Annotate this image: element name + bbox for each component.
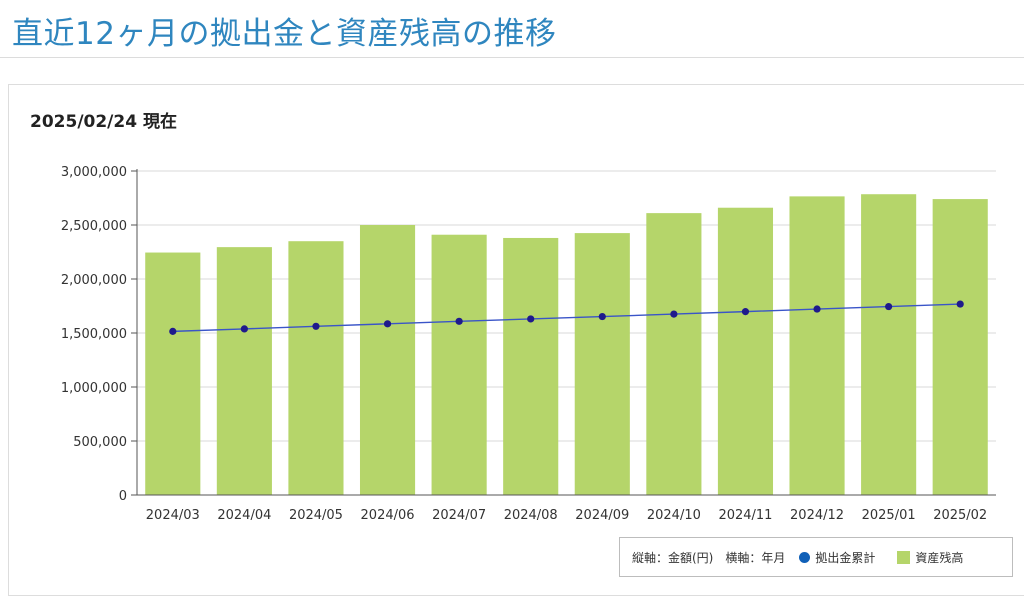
x-tick-labels: 2024/03 2024/04 2024/05 2024/06 2024/07 2024/… xyxy=(146,508,987,523)
legend-balance-swatch xyxy=(897,550,911,564)
bar xyxy=(359,225,416,495)
y-tick-label: 3,000,000 xyxy=(61,165,127,180)
x-tick-label: 2024/10 xyxy=(647,508,701,523)
bar xyxy=(932,199,988,495)
contribution-markers xyxy=(169,300,964,335)
contribution-point xyxy=(240,325,248,333)
bar xyxy=(431,234,487,495)
y-tick-label: 0 xyxy=(119,489,127,504)
x-tick-label: 2025/01 xyxy=(862,508,916,523)
axes xyxy=(131,169,996,496)
y-tick-label: 2,000,000 xyxy=(61,273,127,288)
x-tick-label: 2024/07 xyxy=(432,508,486,523)
title-divider xyxy=(0,57,1024,58)
contribution-point xyxy=(169,327,177,335)
contribution-point xyxy=(670,310,678,318)
x-tick-label: 2024/09 xyxy=(575,508,629,523)
legend-axis-note: 縦軸：金額(円) 横軸：年月 xyxy=(632,550,786,565)
x-tick-label: 2024/05 xyxy=(289,508,343,523)
contribution-line-path xyxy=(172,303,961,333)
legend-contribution-marker xyxy=(799,551,811,563)
x-tick-label: 2024/11 xyxy=(718,508,772,523)
contribution-point xyxy=(741,308,750,316)
x-tick-label: 2024/03 xyxy=(146,508,200,523)
contribution-point xyxy=(312,322,320,330)
contribution-point xyxy=(527,315,535,323)
x-tick-label: 2025/02 xyxy=(933,508,987,523)
contribution-point xyxy=(598,312,606,321)
contribution-point xyxy=(455,317,463,325)
bars xyxy=(145,194,988,495)
y-tick-label: 2,500,000 xyxy=(61,219,127,234)
contribution-point xyxy=(956,300,964,308)
bar xyxy=(789,196,845,495)
x-tick-label: 2024/06 xyxy=(361,508,415,523)
contribution-line xyxy=(172,303,961,333)
bar xyxy=(216,247,272,495)
bar xyxy=(145,252,201,495)
as-of-date: 2025/02/24 現在 xyxy=(30,112,177,132)
bar xyxy=(861,194,917,495)
y-tick-label: 500,000 xyxy=(73,435,127,450)
legend: 縦軸：金額(円) 横軸：年月 拠出金累計 資産残高 xyxy=(619,537,1013,577)
legend-balance-label: 資産残高 xyxy=(915,550,964,565)
page-title: 直近12ヶ月の拠出金と資産残高の推移 xyxy=(12,16,557,52)
grid-lines xyxy=(137,170,996,442)
chart: 0 500,000 1,000,000 1,500,000 2,000,000 2,500… xyxy=(61,165,996,523)
x-tick-label: 2024/04 xyxy=(217,508,271,523)
contribution-point xyxy=(383,320,392,328)
bar xyxy=(574,233,630,495)
x-tick-label: 2024/12 xyxy=(790,508,844,523)
contribution-point xyxy=(885,302,893,311)
bar xyxy=(288,241,344,495)
contribution-point xyxy=(813,305,821,313)
bar xyxy=(717,207,774,495)
x-tick-label: 2024/08 xyxy=(504,508,558,523)
bar xyxy=(646,213,702,495)
y-tick-label: 1,000,000 xyxy=(61,381,127,396)
y-tick-labels: 0 500,000 1,000,000 1,500,000 2,000,000 2,500… xyxy=(61,165,127,504)
bar xyxy=(503,237,559,495)
y-tick-label: 1,500,000 xyxy=(61,327,127,342)
legend-contribution-label: 拠出金累計 xyxy=(815,550,876,565)
